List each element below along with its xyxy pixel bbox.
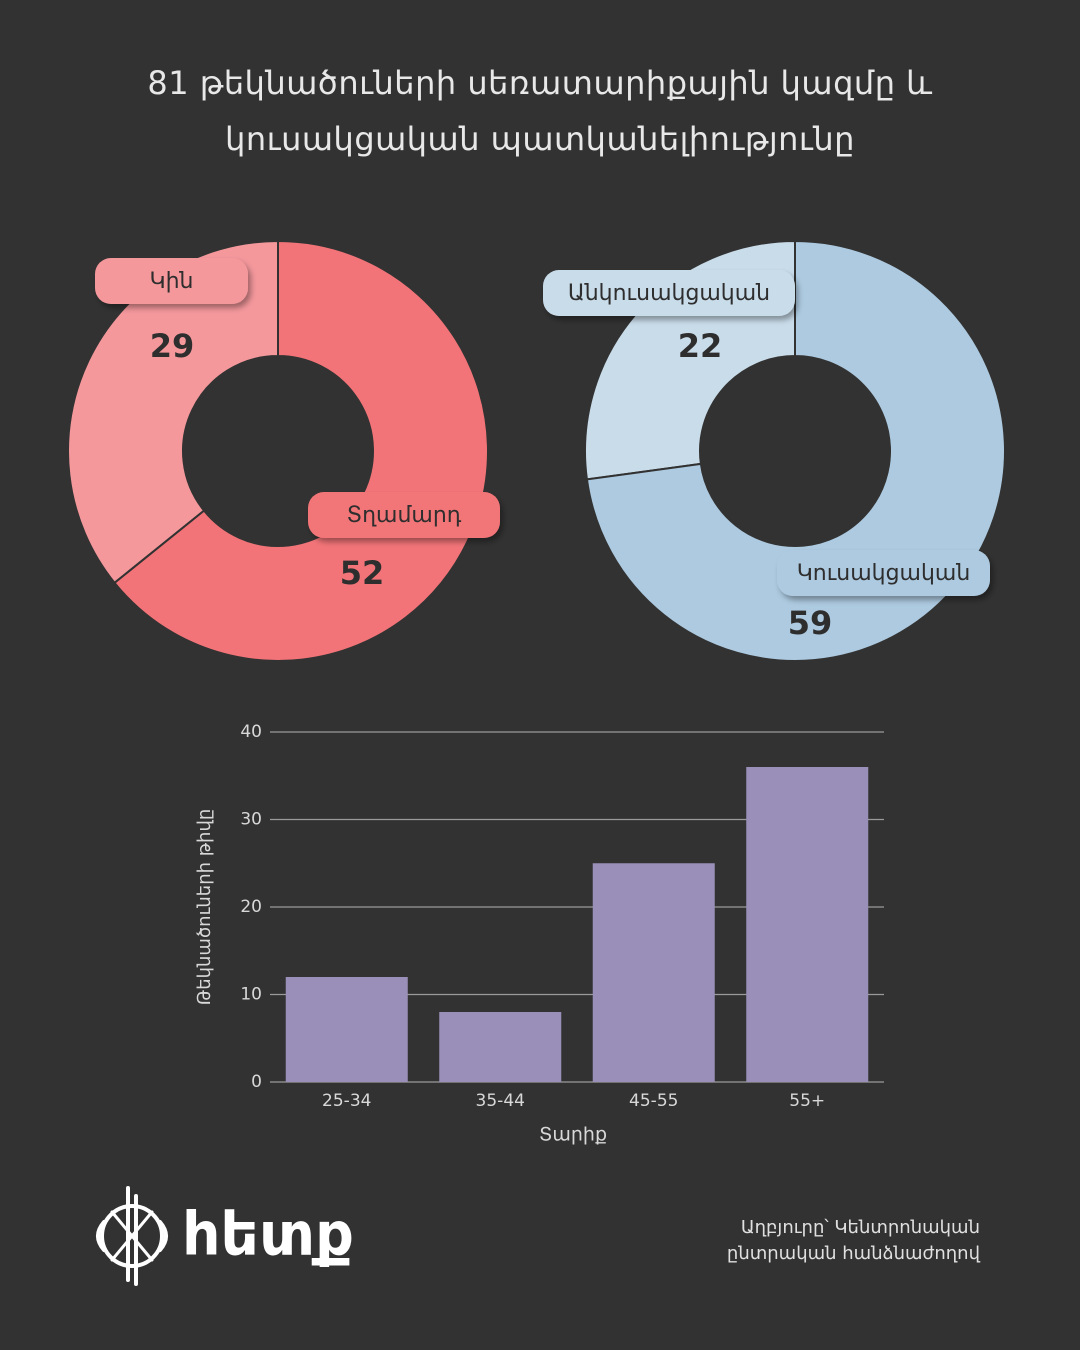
y-tick-label: 20 (240, 897, 262, 917)
x-axis-label: Տարիք (539, 1124, 607, 1146)
slice-value: 22 (678, 327, 723, 365)
y-axis-label: Թեկնածուների թիվը (194, 809, 215, 1006)
y-tick-label: 30 (240, 810, 262, 830)
slice-value: 29 (150, 327, 195, 365)
slice-label: Անկուսակցական (568, 281, 770, 306)
x-tick-label: 55+ (789, 1091, 825, 1111)
title: 81 թեկնածուների սեռատարիքային կազմը և կո… (147, 64, 933, 158)
slice-label: Տղամարդ (347, 503, 462, 528)
donut-slice (67, 239, 279, 585)
label-pill (95, 258, 248, 304)
x-tick-label: 25-34 (322, 1091, 371, 1111)
x-tick-label: 45-55 (629, 1091, 678, 1111)
y-tick-label: 40 (240, 722, 262, 742)
bar (746, 767, 869, 1082)
label-pill (543, 270, 795, 316)
bar (439, 1012, 562, 1082)
slice-value: 59 (788, 604, 833, 642)
donut-slice (113, 239, 489, 662)
slice-label: Կին (150, 269, 194, 294)
source: Աղբյուրը՝ Կենտրոնական ընտրական հանձնաժող… (726, 1217, 980, 1264)
logo-text: հետք (182, 1200, 354, 1270)
label-pill (777, 550, 990, 596)
bar (285, 977, 408, 1082)
logo-icon (96, 1186, 168, 1286)
slice-label: Կուսակցական (797, 561, 971, 586)
label-pill (308, 492, 500, 538)
y-tick-label: 0 (251, 1072, 262, 1092)
x-tick-label: 35-44 (476, 1091, 525, 1111)
bar (592, 863, 715, 1082)
slice-value: 52 (340, 554, 385, 592)
y-tick-label: 10 (240, 985, 262, 1005)
